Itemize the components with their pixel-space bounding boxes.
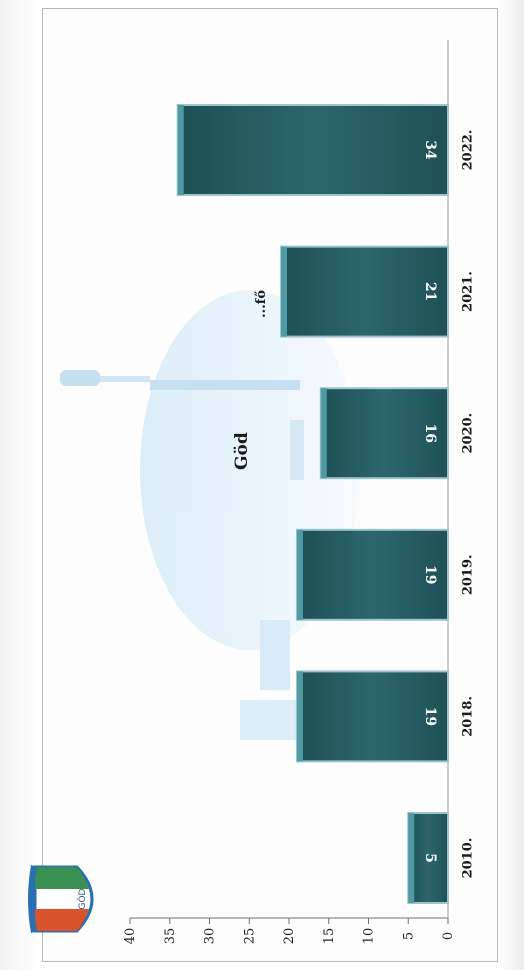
- value-tick-label: 35: [163, 928, 178, 945]
- bar-data-label: 5: [422, 853, 438, 863]
- bar-data-label: 34: [422, 140, 438, 160]
- value-tick-label: 10: [362, 928, 377, 945]
- category-label: 2010.: [461, 838, 476, 879]
- bar-highlight: [281, 246, 288, 337]
- svg-text:GÖD: GÖD: [77, 888, 88, 909]
- bar: [319, 387, 449, 480]
- bar-data-label: 19: [422, 565, 438, 584]
- scan-margin-left: [0, 0, 40, 970]
- scan-margin-right: [498, 0, 524, 970]
- bar-highlight: [296, 671, 303, 762]
- value-tick-label: 30: [203, 928, 218, 945]
- bar-data-label: 21: [422, 282, 438, 301]
- value-tick-label: 0: [441, 932, 456, 940]
- bar: [407, 812, 449, 904]
- value-tick-label: 15: [322, 928, 337, 945]
- bar-highlight: [177, 105, 184, 195]
- category-axis-labels: 2010. 2018. 2019. 2020. 2021. 2022.: [461, 130, 476, 879]
- category-label: 2021.: [461, 271, 476, 312]
- chart-title: Göd: [232, 432, 252, 470]
- value-axis-ticks: 0 5 10 15 20 25 30 35 40: [123, 918, 456, 944]
- category-label: 2019.: [461, 554, 476, 595]
- city-crest-logo: GÖD: [28, 865, 94, 933]
- category-label: 2022.: [461, 130, 476, 171]
- value-tick-label: 5: [401, 932, 416, 940]
- chart-subtitle: ...fő: [254, 290, 269, 318]
- bar-highlight: [408, 813, 415, 903]
- bar-highlight: [320, 388, 327, 479]
- category-label: 2020.: [461, 413, 476, 454]
- bar-data-label: 19: [422, 707, 438, 726]
- bar-highlight: [296, 529, 303, 620]
- bar-data-label: 16: [422, 423, 438, 442]
- category-label: 2018.: [461, 696, 476, 737]
- bar: [295, 528, 450, 621]
- bar-series: 5 19 19 16 21 34: [176, 104, 450, 904]
- bar: [295, 670, 450, 763]
- bar: [176, 104, 449, 196]
- value-tick-label: 40: [123, 928, 138, 945]
- value-tick-label: 20: [282, 928, 297, 945]
- value-tick-label: 25: [242, 928, 257, 945]
